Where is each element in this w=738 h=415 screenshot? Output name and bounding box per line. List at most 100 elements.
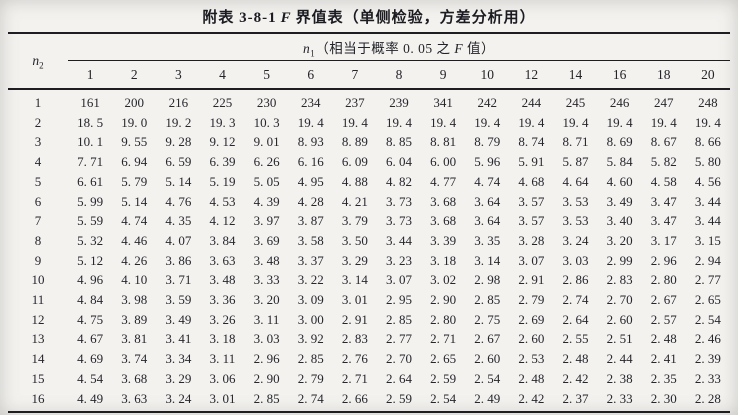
- f-value-cell: 8. 71: [562, 134, 589, 150]
- table-body: 1 161 200 216 225 230 234 237 239 341 242 244 245 246…: [8, 89, 730, 412]
- f-value-cell: 19. 4: [694, 114, 721, 130]
- column-header: 9: [421, 60, 466, 90]
- f-value-cell: 3. 39: [430, 232, 457, 248]
- f-value-cell: 19. 4: [474, 114, 501, 130]
- f-value-cell: 246: [609, 95, 630, 110]
- f-value-cell: 2. 70: [606, 292, 633, 308]
- f-value-cell: 2. 33: [606, 390, 633, 406]
- f-value-cell: 2. 85: [385, 311, 412, 327]
- f-value-cell: 247: [653, 95, 674, 110]
- f-value-cell: 4. 76: [165, 193, 192, 209]
- f-value-cell: 3. 87: [297, 213, 324, 229]
- f-value-cell: 3. 03: [562, 252, 589, 268]
- column-header: 2: [112, 60, 157, 90]
- title-f-symbol: F: [280, 10, 292, 26]
- column-header: 14: [553, 60, 598, 90]
- f-value-cell: 2. 79: [518, 292, 545, 308]
- table-row: 1 161 200 216 225 230 234 237 239 341 242 244 245 246…: [8, 89, 730, 113]
- f-value-cell: 3. 44: [694, 213, 721, 229]
- f-value-cell: 3. 48: [209, 272, 236, 288]
- f-value-cell: 2. 67: [474, 331, 501, 347]
- f-value-cell: 4. 46: [121, 232, 148, 248]
- f-value-cell: 3. 03: [253, 331, 280, 347]
- row-header: 2: [34, 114, 42, 130]
- f-value-cell: 2. 30: [650, 390, 677, 406]
- table-row: 5 6. 61 5. 79 5. 14 5. 19 5. 05 4. 95 4. 88 4. 8…: [8, 172, 730, 192]
- row-header: 1: [34, 95, 42, 110]
- f-value-cell: 2. 79: [297, 370, 324, 386]
- f-value-cell: 2. 35: [650, 370, 677, 386]
- f-value-cell: 2. 33: [694, 370, 721, 386]
- f-value-cell: 3. 37: [297, 252, 324, 268]
- f-value-cell: 9. 28: [165, 134, 192, 150]
- column-header: 8: [376, 60, 421, 90]
- f-value-cell: 4. 68: [518, 173, 545, 189]
- column-header: 3: [156, 60, 201, 90]
- f-value-cell: 244: [521, 95, 542, 110]
- column-header: 16: [597, 60, 642, 90]
- row-header: 8: [34, 232, 42, 248]
- f-value-cell: 4. 35: [165, 213, 192, 229]
- f-value-cell: 4. 39: [253, 193, 280, 209]
- f-value-cell: 19. 4: [606, 114, 633, 130]
- f-value-cell: 4. 54: [77, 370, 104, 386]
- f-value-cell: 3. 29: [165, 370, 192, 386]
- column-header: 10: [465, 60, 510, 90]
- f-value-cell: 3. 86: [165, 252, 192, 268]
- f-value-cell: 2. 91: [518, 272, 545, 288]
- column-header: 6: [288, 60, 333, 90]
- f-value-cell: 3. 57: [518, 213, 545, 229]
- f-value-cell: 10. 3: [253, 114, 280, 130]
- f-value-cell: 19. 4: [297, 114, 324, 130]
- f-value-cell: 2. 59: [430, 370, 457, 386]
- row-header: 11: [31, 292, 45, 308]
- f-value-cell: 3. 57: [518, 193, 545, 209]
- f-value-cell: 3. 63: [121, 390, 148, 406]
- f-value-cell: 2. 85: [253, 390, 280, 406]
- f-value-cell: 3. 35: [474, 232, 501, 248]
- row-header: 5: [34, 173, 42, 189]
- f-value-cell: 2. 77: [385, 331, 412, 347]
- f-value-cell: 3. 00: [297, 311, 324, 327]
- column-header: 5: [244, 60, 289, 90]
- f-value-cell: 2. 53: [518, 351, 545, 367]
- f-value-cell: 3. 11: [253, 311, 280, 327]
- f-value-cell: 2. 48: [562, 351, 589, 367]
- f-value-cell: 2. 70: [385, 351, 412, 367]
- f-value-cell: 3. 28: [518, 232, 545, 248]
- f-value-cell: 4. 69: [77, 351, 104, 367]
- f-value-cell: 3. 18: [430, 252, 457, 268]
- table-row: 12 4. 75 3. 89 3. 49 3. 26 3. 11 3. 00 2. 91 2. …: [8, 310, 730, 330]
- f-value-cell: 2. 83: [606, 272, 633, 288]
- f-value-cell: 2. 90: [430, 292, 457, 308]
- f-value-cell: 2. 54: [430, 390, 457, 406]
- f-value-cell: 2. 65: [694, 292, 721, 308]
- f-value-cell: 19. 3: [209, 114, 236, 130]
- f-value-cell: 3. 47: [650, 193, 677, 209]
- f-value-cell: 3. 49: [165, 311, 192, 327]
- f-value-cell: 3. 01: [341, 292, 368, 308]
- table-row: 15 4. 54 3. 68 3. 29 3. 06 2. 90 2. 79 2. 71 2. …: [8, 369, 730, 389]
- f-value-cell: 8. 67: [650, 134, 677, 150]
- f-value-cell: 2. 38: [606, 370, 633, 386]
- f-value-cell: 2. 41: [650, 351, 677, 367]
- f-value-cell: 3. 07: [518, 252, 545, 268]
- f-value-cell: 341: [433, 95, 453, 110]
- f-value-cell: 4. 60: [606, 173, 633, 189]
- f-value-cell: 2. 94: [694, 252, 721, 268]
- f-value-cell: 2. 64: [385, 370, 412, 386]
- f-value-cell: 2. 39: [694, 351, 721, 367]
- f-value-cell: 2. 54: [694, 311, 721, 327]
- f-value-cell: 3. 24: [165, 390, 192, 406]
- f-value-cell: 4. 10: [121, 272, 148, 288]
- f-value-cell: 8. 79: [474, 134, 501, 150]
- f-value-cell: 2. 76: [341, 351, 368, 367]
- row-header: 10: [31, 272, 45, 288]
- f-value-cell: 2. 60: [518, 331, 545, 347]
- f-value-cell: 5. 14: [121, 193, 148, 209]
- f-value-cell: 6. 26: [253, 154, 280, 170]
- f-value-cell: 3. 15: [694, 232, 721, 248]
- f-value-cell: 2. 74: [562, 292, 589, 308]
- column-header: 4: [200, 60, 245, 90]
- f-value-cell: 7. 71: [77, 154, 104, 170]
